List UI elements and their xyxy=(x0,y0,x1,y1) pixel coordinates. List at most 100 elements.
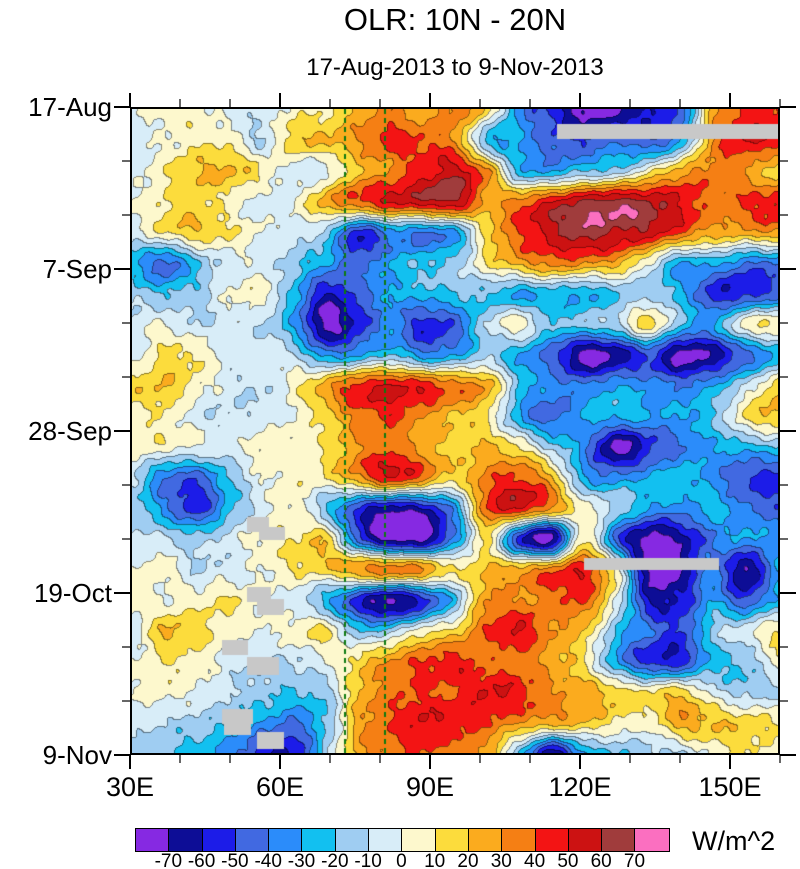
major-tick xyxy=(780,753,796,757)
major-tick xyxy=(428,755,432,769)
minor-tick xyxy=(122,646,130,648)
colorbar-cell xyxy=(535,829,569,851)
major-tick xyxy=(780,105,796,109)
colorbar-tick-label: 50 xyxy=(557,851,579,869)
minor-tick xyxy=(780,700,788,702)
y-tick-label: 17-Aug xyxy=(28,92,112,122)
minor-tick xyxy=(780,484,788,486)
major-tick xyxy=(780,591,796,595)
minor-tick xyxy=(529,99,531,107)
colorbar-cell xyxy=(435,829,469,851)
colorbar-tick-label: -10 xyxy=(354,851,382,869)
minor-tick xyxy=(780,538,788,540)
minor-tick xyxy=(779,755,781,763)
hovmoller-heatmap-canvas xyxy=(132,109,778,753)
minor-tick xyxy=(229,755,231,763)
major-tick xyxy=(114,753,130,757)
y-tick-label: 19-Oct xyxy=(33,578,112,608)
major-tick xyxy=(728,755,732,769)
major-tick xyxy=(114,429,130,433)
minor-tick xyxy=(122,160,130,162)
major-tick xyxy=(278,93,282,107)
plot-frame xyxy=(130,107,780,755)
major-tick xyxy=(128,93,132,107)
minor-tick xyxy=(122,214,130,216)
minor-tick xyxy=(780,646,788,648)
x-tick-label: 60E xyxy=(255,772,305,802)
colorbar-tick-label: 20 xyxy=(457,851,479,869)
colorbar-cell xyxy=(169,829,203,851)
minor-tick xyxy=(122,700,130,702)
colorbar-tick-label: 10 xyxy=(424,851,446,869)
colorbar-tick-label: -50 xyxy=(221,851,249,869)
minor-tick xyxy=(629,755,631,763)
minor-tick xyxy=(229,99,231,107)
colorbar-unit-label: W/m^2 xyxy=(692,826,776,856)
minor-tick xyxy=(379,99,381,107)
minor-tick xyxy=(122,376,130,378)
major-tick xyxy=(780,267,796,271)
colorbar-cell xyxy=(202,829,236,851)
y-tick-label: 7-Sep xyxy=(42,254,112,284)
colorbar-tick-label: -40 xyxy=(254,851,282,869)
major-tick xyxy=(114,105,130,109)
colorbar-cell xyxy=(468,829,503,851)
x-tick-label: 90E xyxy=(405,772,455,802)
major-tick xyxy=(780,429,796,433)
colorbar-cell xyxy=(369,829,403,851)
minor-tick xyxy=(122,322,130,324)
colorbar-tick-label: 0 xyxy=(396,851,407,869)
colorbar-cell xyxy=(635,829,669,851)
major-tick xyxy=(278,755,282,769)
colorbar xyxy=(135,828,670,852)
colorbar-cell xyxy=(568,829,603,851)
colorbar-cell xyxy=(602,829,636,851)
major-tick xyxy=(428,93,432,107)
chart-title: OLR: 10N - 20N xyxy=(343,2,567,37)
x-tick-label: 120E xyxy=(548,772,612,802)
major-tick xyxy=(578,755,582,769)
x-tick-label: 150E xyxy=(698,772,762,802)
colorbar-cell xyxy=(235,829,270,851)
colorbar-tick-label: 60 xyxy=(590,851,612,869)
colorbar-tick-label: -70 xyxy=(154,851,183,869)
minor-tick xyxy=(179,99,181,107)
minor-tick xyxy=(780,214,788,216)
minor-tick xyxy=(329,99,331,107)
major-tick xyxy=(114,267,130,271)
minor-tick xyxy=(529,755,531,763)
minor-tick xyxy=(122,538,130,540)
minor-tick xyxy=(779,99,781,107)
colorbar-cell xyxy=(269,829,303,851)
colorbar-tick-label: 40 xyxy=(524,851,546,869)
minor-tick xyxy=(479,755,481,763)
chart-subtitle: 17-Aug-2013 to 9-Nov-2013 xyxy=(306,54,604,81)
y-tick-label: 9-Nov xyxy=(42,740,112,770)
minor-tick xyxy=(179,755,181,763)
x-tick-label: 30E xyxy=(105,772,155,802)
colorbar-cell xyxy=(402,829,436,851)
minor-tick xyxy=(679,99,681,107)
colorbar-cell xyxy=(302,829,336,851)
colorbar-cell xyxy=(335,829,370,851)
y-tick-label: 28-Sep xyxy=(28,416,112,446)
colorbar-tick-label: -60 xyxy=(187,851,216,869)
major-tick xyxy=(128,755,132,769)
colorbar-tick-label: 70 xyxy=(623,851,646,869)
major-tick xyxy=(578,93,582,107)
minor-tick xyxy=(329,755,331,763)
colorbar-cell xyxy=(502,829,536,851)
minor-tick xyxy=(780,160,788,162)
colorbar-tick-label: -30 xyxy=(287,851,316,869)
colorbar-cell xyxy=(136,829,170,851)
major-tick xyxy=(114,591,130,595)
minor-tick xyxy=(122,484,130,486)
minor-tick xyxy=(479,99,481,107)
minor-tick xyxy=(780,322,788,324)
minor-tick xyxy=(629,99,631,107)
major-tick xyxy=(728,93,732,107)
minor-tick xyxy=(780,376,788,378)
colorbar-tick-label: -20 xyxy=(321,851,349,869)
minor-tick xyxy=(679,755,681,763)
